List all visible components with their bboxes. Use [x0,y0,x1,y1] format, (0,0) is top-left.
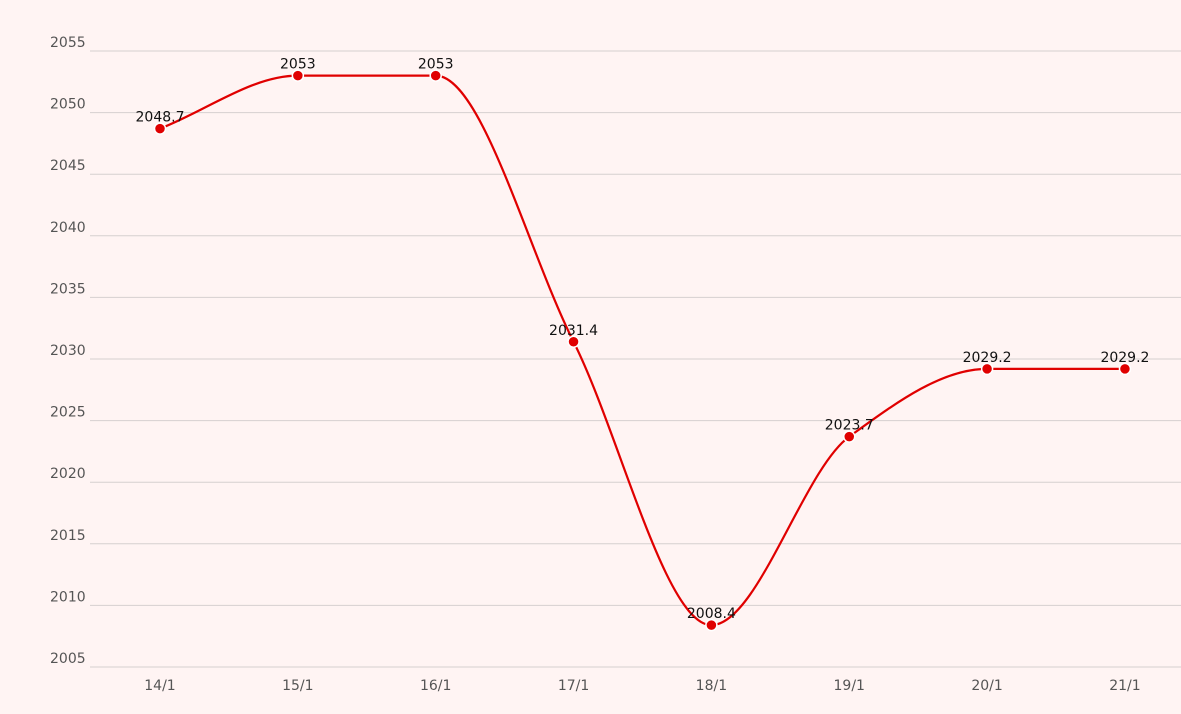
y-tick-label: 2030 [50,343,86,359]
x-tick-label: 14/1 [144,678,175,694]
points-layer [153,69,1132,632]
x-tick-label: 18/1 [696,678,727,694]
grid-layer [90,50,1181,668]
data-point [429,69,442,82]
data-point [1118,362,1132,376]
x-tick-label: 20/1 [971,678,1002,694]
data-labels-layer: 2048.7 2053 2053 2031.4 2008.4 2023.7 2029.2 20… [136,57,1150,622]
data-label: 2053 [280,57,316,73]
y-axis: 2005 2010 2015 2020 2025 2030 2035 2040 2045 2050… [50,35,86,667]
series-layer [159,74,1125,627]
data-point [291,69,305,82]
x-tick-label: 15/1 [282,678,313,694]
y-tick-label: 2005 [50,651,86,667]
y-tick-label: 2050 [50,97,86,113]
data-point [705,618,718,632]
y-tick-label: 2025 [50,405,86,421]
data-label: 2031.4 [549,323,598,339]
data-point [843,430,856,443]
x-tick-label: 16/1 [420,678,451,694]
x-tick-label: 21/1 [1109,678,1140,694]
data-point [567,335,580,349]
data-label: 2029.2 [963,350,1012,366]
x-axis: 14/1 15/1 16/1 17/1 18/1 19/1 20/1 21/1 [144,678,1140,694]
data-label: 2048.7 [136,110,185,126]
series-line [159,74,1125,627]
data-label: 2023.7 [825,418,874,434]
y-tick-label: 2045 [50,158,86,174]
y-tick-label: 2040 [50,220,86,236]
x-tick-label: 19/1 [834,678,865,694]
y-tick-label: 2010 [50,589,86,605]
data-label: 2008.4 [687,606,736,622]
data-label: 2029.2 [1100,350,1149,366]
x-tick-label: 17/1 [558,678,589,694]
y-tick-label: 2055 [50,35,86,51]
y-tick-label: 2015 [50,528,86,544]
y-tick-label: 2035 [50,281,86,297]
y-tick-label: 2020 [50,466,86,482]
data-label: 2053 [418,57,454,73]
data-point [980,362,994,376]
data-point [153,122,167,135]
